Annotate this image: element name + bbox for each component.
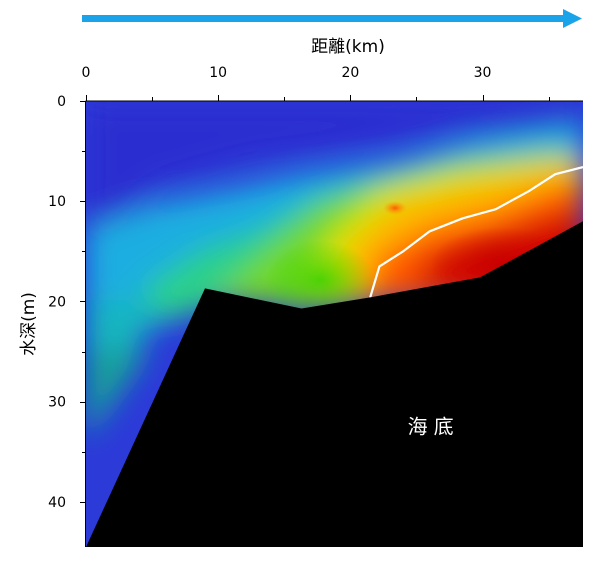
axes — [85, 100, 583, 547]
y-tick-label: 40 — [48, 495, 66, 511]
heatmap-field — [86, 101, 583, 547]
contour-line — [369, 166, 583, 298]
x-tick-label: 0 — [82, 65, 91, 81]
x-axis-title: 距離(km) — [311, 37, 385, 57]
y-tick-label: 30 — [48, 395, 66, 411]
y-axis-title: 水深(m) — [19, 292, 39, 356]
x-tick-label: 30 — [474, 65, 492, 81]
y-tick-label: 10 — [48, 194, 66, 210]
direction-arrow — [82, 9, 582, 28]
y-ticks: 0 10 20 30 40 — [48, 94, 86, 511]
y-tick-label: 20 — [48, 294, 66, 310]
x-tick-label: 10 — [209, 65, 227, 81]
seabed-annotation: 海底 — [408, 415, 460, 439]
x-tick-label: 20 — [341, 65, 359, 81]
y-tick-label: 0 — [57, 94, 66, 110]
x-ticks: 0 10 20 30 — [82, 65, 550, 101]
seabed-region — [86, 221, 583, 547]
